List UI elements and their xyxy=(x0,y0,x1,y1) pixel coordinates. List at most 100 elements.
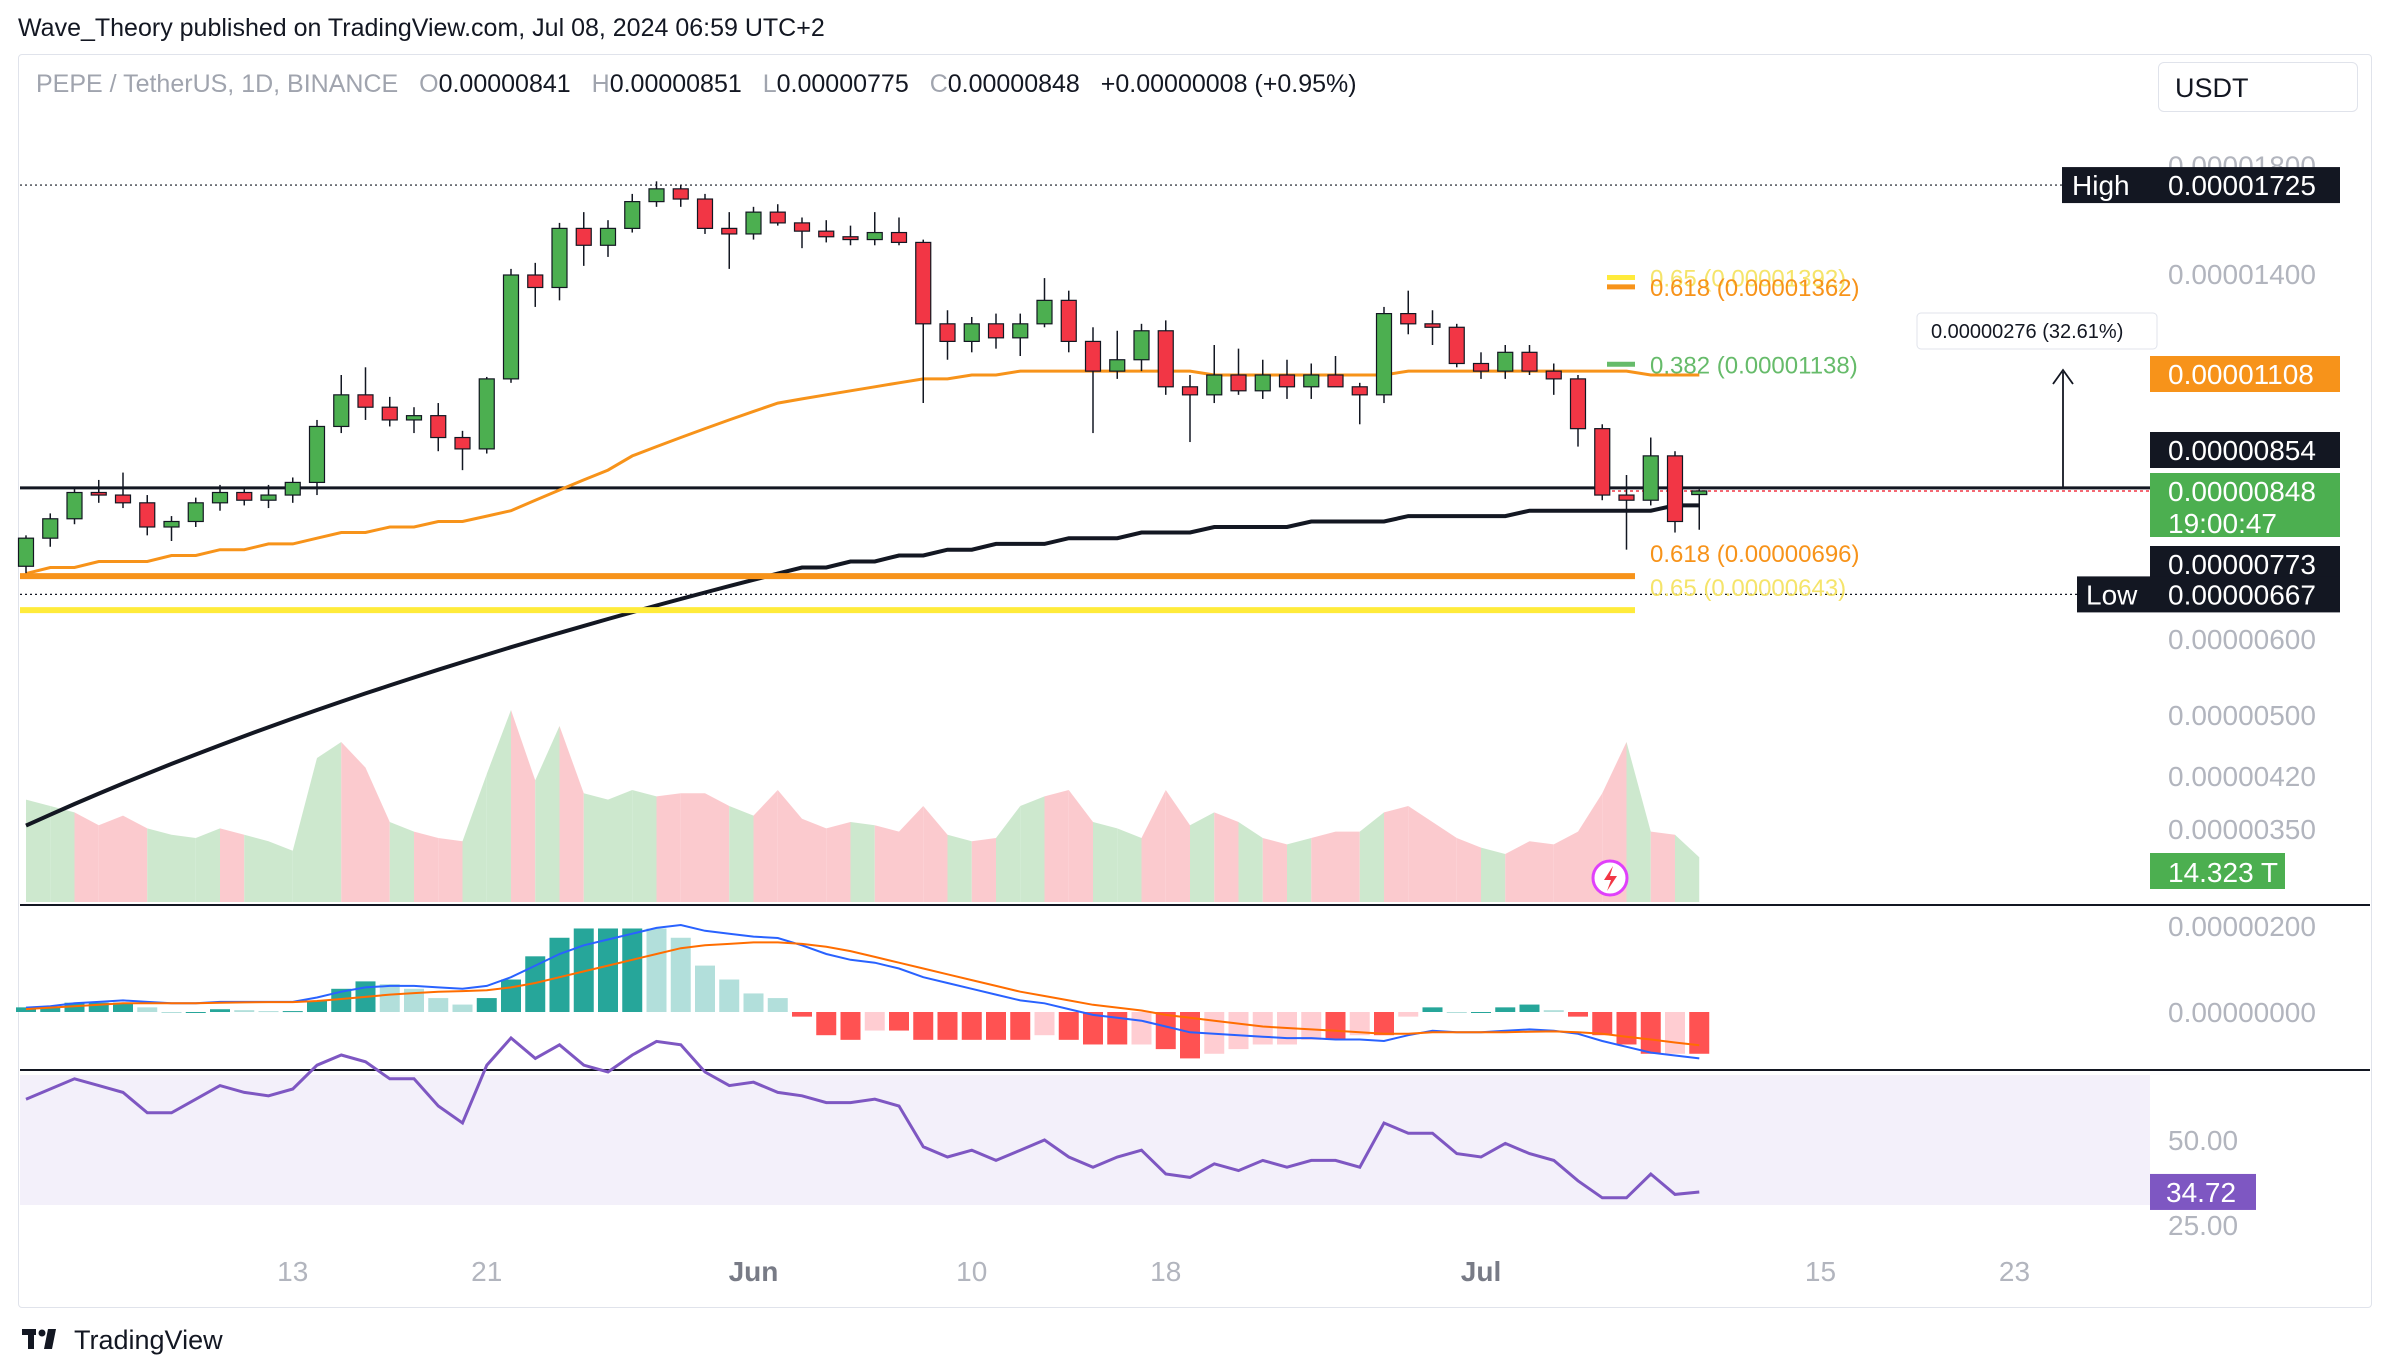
volume-area-segment xyxy=(317,742,342,902)
macd-histogram-bar xyxy=(1325,1012,1346,1040)
price-axis-layer: 0.000018000.000014000.000006000.00000500… xyxy=(2062,151,2340,889)
volume-area-segment xyxy=(98,815,123,902)
volume-area-segment xyxy=(1165,790,1190,902)
macd-axis-tick: 0.00000200 xyxy=(2168,911,2316,942)
volume-area-segment xyxy=(559,726,584,902)
measure-label-box xyxy=(1916,312,2158,350)
volume-layer xyxy=(26,710,1700,902)
level-value-badge: 0.00000854 xyxy=(2168,435,2316,466)
publisher-caption: Wave_Theory published on TradingView.com… xyxy=(18,14,825,42)
candle-body xyxy=(1278,374,1296,388)
volume-area-segment xyxy=(826,822,851,902)
price-axis-tick: 0.00001400 xyxy=(2168,259,2316,290)
macd-histogram-bar xyxy=(501,979,521,1012)
volume-area-segment xyxy=(1505,841,1530,902)
volume-area-segment xyxy=(1359,812,1384,902)
macd-histogram-bar xyxy=(428,998,449,1012)
candle-body xyxy=(187,502,204,523)
open-value: 0.00000841 xyxy=(438,70,571,98)
candle-body xyxy=(1084,340,1102,372)
macd-histogram-bar xyxy=(210,1009,230,1012)
macd-histogram-bar xyxy=(307,1000,327,1012)
candle-body xyxy=(1060,299,1077,343)
volume-value-badge: 14.323 T xyxy=(2168,857,2278,888)
macd-histogram-bar xyxy=(937,1012,958,1040)
candle-body xyxy=(624,201,641,229)
ema50-value-badge-box xyxy=(2150,356,2340,392)
candle-body xyxy=(1375,313,1393,396)
candle-body xyxy=(163,520,180,528)
candle-body xyxy=(866,231,883,241)
macd-histogram-bar xyxy=(598,928,618,1012)
volume-area-segment xyxy=(1456,838,1481,902)
candle-body xyxy=(502,274,520,380)
candle-body xyxy=(721,227,738,235)
macd-histogram-bar xyxy=(792,1012,812,1017)
volume-area-segment xyxy=(123,815,148,902)
volume-area-segment xyxy=(486,710,511,902)
countdown-value: 19:00:47 xyxy=(2168,508,2277,539)
volume-area-segment xyxy=(608,790,633,902)
symbol-pair[interactable]: PEPE / TetherUS, 1D, BINANCE xyxy=(36,70,399,98)
volume-area-segment xyxy=(1093,822,1118,902)
candle-body xyxy=(90,491,107,496)
chart-frame xyxy=(18,54,2372,1308)
candle-body xyxy=(1545,370,1562,380)
macd-histogram-bar xyxy=(1349,1012,1370,1036)
low-label: L xyxy=(762,70,777,98)
fib-label: 0.618 (0.00001362) xyxy=(1650,275,1860,302)
macd-histogram-bar xyxy=(1083,1012,1103,1045)
candle-body xyxy=(963,323,980,343)
candle-body xyxy=(1351,386,1368,396)
currency-selector[interactable]: USDT xyxy=(2158,62,2358,112)
volume-area-segment xyxy=(874,825,899,902)
volume-area-segment xyxy=(1020,796,1045,902)
time-axis-tick: 18 xyxy=(1150,1256,1181,1287)
macd-pane: 0.00000200 0.00000000 xyxy=(16,911,2316,1060)
candle-body xyxy=(915,241,932,325)
time-axis-tick: Jul xyxy=(1461,1256,1501,1287)
volume-area-segment xyxy=(705,793,730,902)
macd-histogram-bar xyxy=(525,956,546,1012)
macd-histogram-bar xyxy=(331,988,352,1012)
candle-body xyxy=(987,323,1005,339)
candles-layer xyxy=(17,181,1708,574)
volume-area-segment xyxy=(656,793,681,902)
candle-body xyxy=(1521,351,1538,372)
macd-histogram-bar xyxy=(1301,1012,1322,1040)
time-axis-tick: 13 xyxy=(277,1256,308,1287)
volume-area-segment xyxy=(729,806,754,902)
volume-area-segment xyxy=(195,828,220,902)
tradingview-logo-icon xyxy=(22,1329,56,1349)
candle-body xyxy=(575,227,592,246)
macd-histogram-bar xyxy=(40,1007,61,1012)
candle-body xyxy=(333,394,350,428)
symbol-legend: PEPE / TetherUS, 1D, BINANCE O0.00000841… xyxy=(36,70,1357,99)
macd-histogram-bar xyxy=(185,1012,206,1013)
macd-line xyxy=(25,923,1700,1060)
volume-area-segment xyxy=(1384,806,1409,902)
candle-body xyxy=(551,227,568,289)
high-label: H xyxy=(591,70,610,98)
open-label: O xyxy=(419,70,439,98)
macd-histogram-bar xyxy=(137,1007,158,1012)
volume-area-segment xyxy=(680,793,705,902)
volume-area-segment xyxy=(26,799,51,902)
macd-histogram-bar xyxy=(258,1011,279,1013)
macd-histogram-bar xyxy=(1107,1012,1128,1045)
ma200-value-badge-box xyxy=(2150,546,2340,582)
volume-area-segment xyxy=(1675,834,1700,902)
macd-histogram-bar xyxy=(1640,1012,1661,1054)
macd-histogram-bar xyxy=(1398,1012,1419,1017)
candle-body xyxy=(890,231,908,244)
volume-area-segment xyxy=(1214,812,1239,902)
macd-histogram-bar xyxy=(1665,1012,1685,1054)
time-axis-tick: 10 xyxy=(956,1256,987,1287)
tradingview-footer: TradingView xyxy=(22,1320,223,1360)
change-value: +0.00000008 (+0.95%) xyxy=(1100,70,1357,98)
annotations-layer: 0.65 (0.00001392)0.618 (0.00001362) 0.382… xyxy=(20,265,2158,897)
volume-area-segment xyxy=(947,834,972,902)
candle-body xyxy=(1157,330,1174,388)
